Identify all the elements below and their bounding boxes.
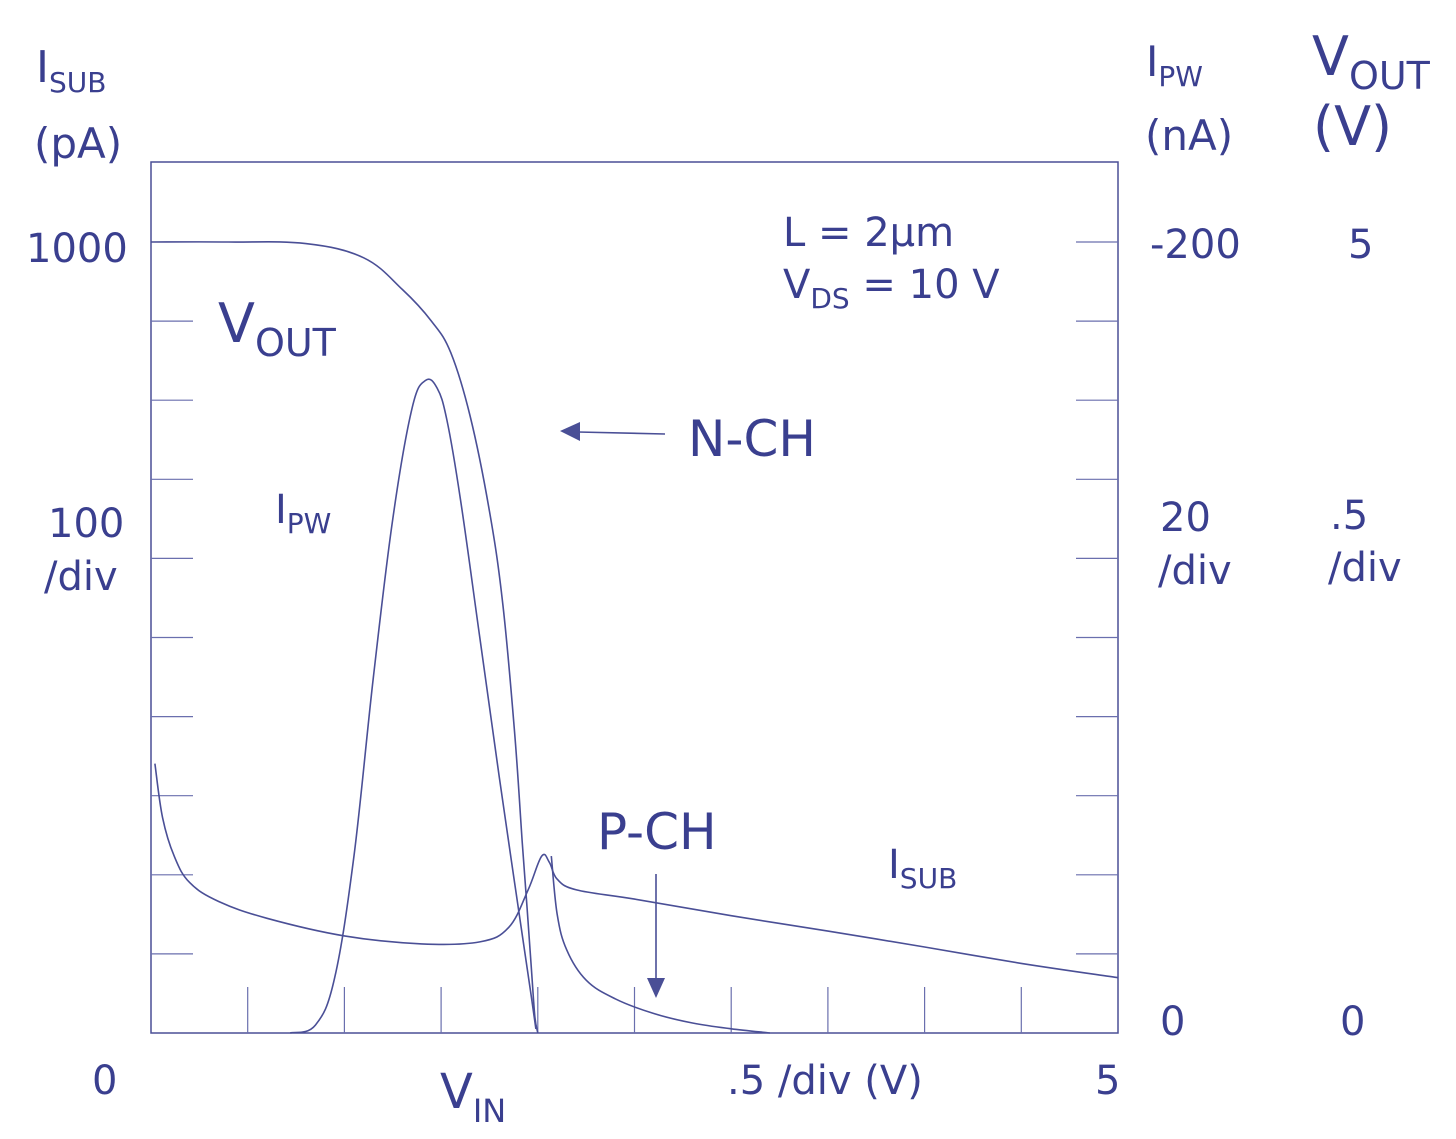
right1-div-unit: /div — [1158, 548, 1232, 594]
right1-axis-unit: (nA) — [1145, 111, 1233, 160]
pch-arrow-head — [647, 978, 665, 998]
right1-axis-title: IPW — [1146, 37, 1203, 93]
series-label-ipw: IPW — [275, 487, 331, 540]
right2-div-value: .5 — [1330, 493, 1368, 539]
left-axis-unit: (pA) — [34, 119, 122, 168]
x-axis-title: VIN — [440, 1064, 506, 1130]
left-div-unit: /div — [44, 554, 118, 600]
right2-axis-title: VOUT — [1312, 25, 1431, 98]
x-tick-left: 0 — [92, 1058, 117, 1104]
param-vds: VDS = 10 V — [783, 262, 1000, 315]
tick-marks — [151, 241, 1118, 1033]
x-tick-right: 5 — [1095, 1058, 1120, 1104]
right1-tick-bottom: 0 — [1160, 999, 1185, 1045]
series-label-isub: ISUB — [888, 842, 957, 895]
series-label-vout: VOUT — [218, 292, 337, 365]
x-scale-label: .5 /div (V) — [727, 1058, 923, 1104]
series-line-0 — [150, 241, 539, 1034]
right1-tick-top: -200 — [1150, 222, 1241, 268]
left-div-value: 100 — [48, 501, 124, 547]
series-line-2 — [154, 763, 1119, 979]
series-line-1 — [289, 378, 537, 1034]
right1-div-value: 20 — [1160, 495, 1211, 541]
right2-div-unit: /div — [1328, 545, 1402, 591]
nch-arrow-shaft — [577, 431, 666, 435]
nch-label: N-CH — [688, 410, 816, 468]
pch-label: P-CH — [597, 803, 717, 861]
right2-tick-top: 5 — [1348, 222, 1373, 268]
curves — [150, 241, 1119, 1034]
left-tick-top: 1000 — [26, 226, 128, 272]
series-line-3 — [550, 856, 770, 1034]
right2-tick-bottom: 0 — [1340, 999, 1365, 1045]
nch-arrow-head — [560, 422, 580, 441]
left-axis-title: ISUB — [36, 42, 106, 99]
param-length: L = 2μm — [783, 210, 954, 256]
right2-axis-unit: (V) — [1313, 95, 1392, 158]
